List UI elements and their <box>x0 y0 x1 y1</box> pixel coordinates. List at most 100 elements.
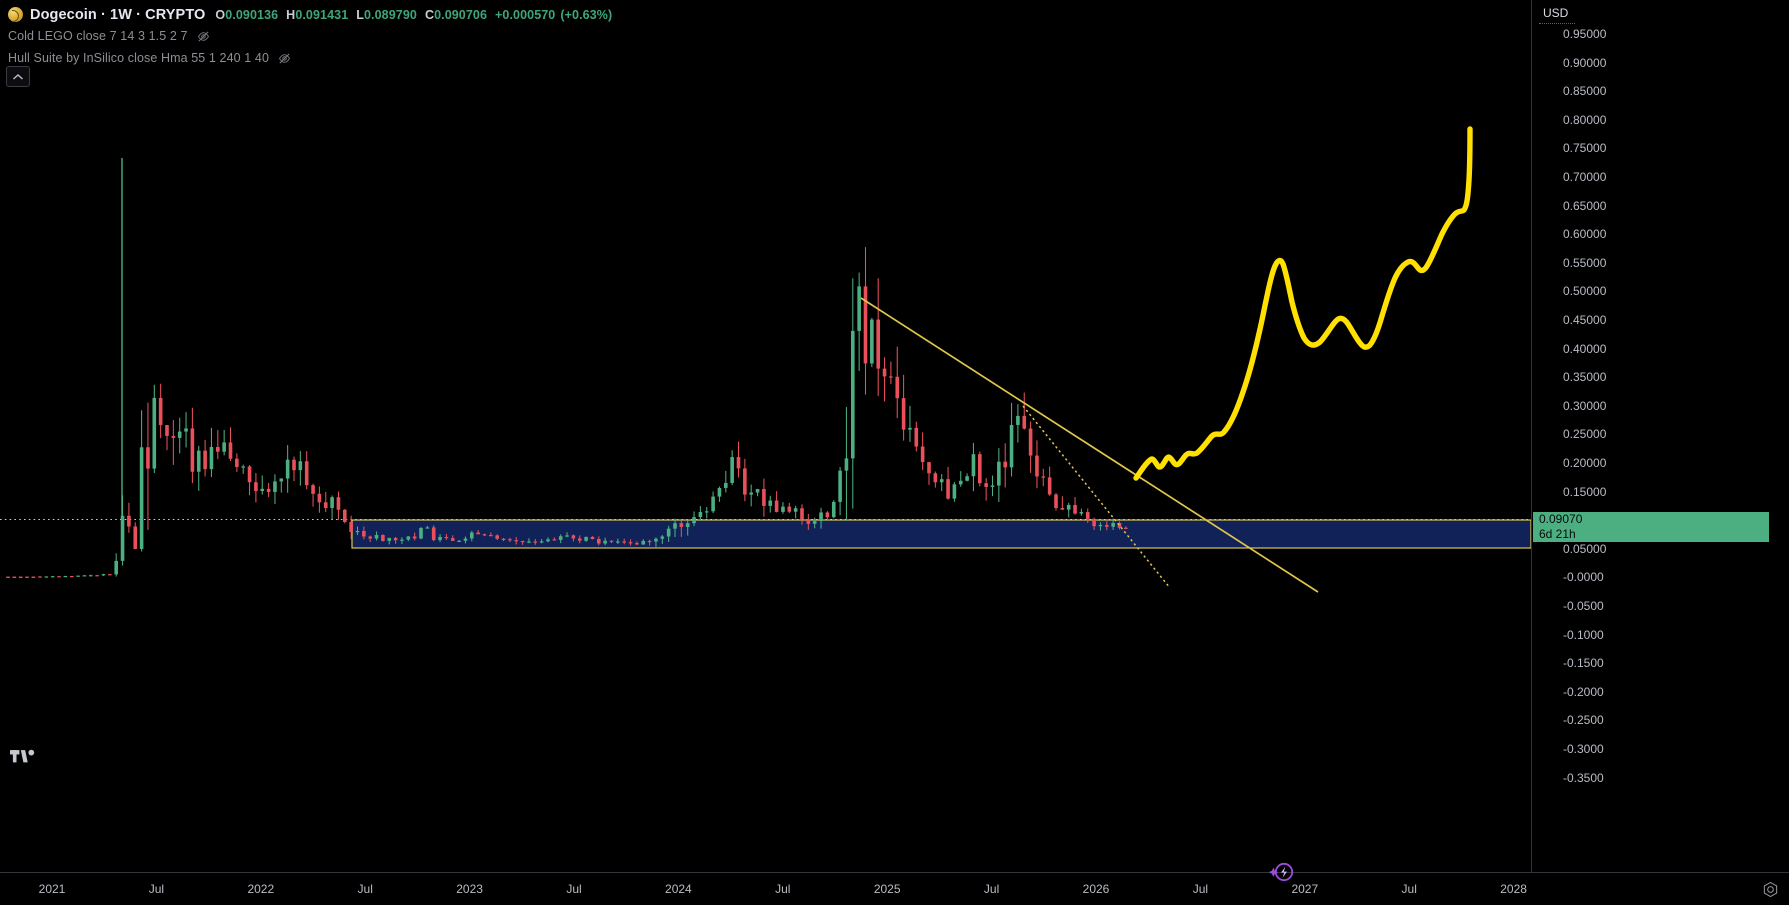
time-tick-label: 2021 <box>38 882 66 896</box>
candle-body <box>781 506 785 512</box>
candle-body <box>660 536 665 539</box>
descending-trendline[interactable] <box>860 297 1319 593</box>
symbol-title[interactable]: Dogecoin · 1W · CRYPTO <box>30 6 206 23</box>
candle-body <box>685 523 690 528</box>
chart-canvas[interactable] <box>0 0 1531 872</box>
candle-body <box>831 501 836 518</box>
gear-icon[interactable] <box>1762 881 1779 898</box>
candle-body <box>18 576 23 578</box>
price-tick-label: 0.60000 <box>1563 227 1607 242</box>
candle-body <box>216 446 220 452</box>
candle-body <box>882 368 887 377</box>
dotted-projection-line[interactable] <box>1022 405 1171 589</box>
indicator-row-hull-suite[interactable]: Hull Suite by InSilico close Hma 55 1 24… <box>8 47 612 69</box>
tradingview-logo[interactable] <box>10 742 36 764</box>
price-tick-label: 0.15000 <box>1563 484 1607 499</box>
candle-body <box>876 319 880 369</box>
legend-collapse-button[interactable] <box>6 66 30 87</box>
time-tick-label: 2026 <box>1082 882 1110 896</box>
candle-body <box>336 497 341 510</box>
candle-body <box>768 500 773 506</box>
candle-body <box>285 459 290 479</box>
candle-body <box>508 539 512 541</box>
candle-body <box>679 523 684 528</box>
price-tick-label: 0.80000 <box>1563 112 1607 127</box>
time-tick-label: Jul <box>357 882 373 896</box>
price-tick-label: 0.20000 <box>1563 456 1607 470</box>
candle-body <box>25 576 29 578</box>
candle-body <box>673 523 677 529</box>
price-tick-label: 0.45000 <box>1563 313 1607 327</box>
candle-body <box>165 425 169 436</box>
candle-body <box>171 435 176 438</box>
candle-body <box>1035 455 1039 477</box>
candle-body <box>374 534 379 539</box>
candle-body <box>1009 424 1014 468</box>
open-key: O <box>215 7 226 22</box>
change-absolute: +0.000570 <box>495 7 556 22</box>
candle-body <box>311 485 315 494</box>
candle-body <box>254 482 258 492</box>
eye-off-icon[interactable] <box>196 29 211 44</box>
candle-body <box>1124 527 1128 529</box>
price-tick-label: 0.65000 <box>1563 198 1607 213</box>
indicator-row-cold-lego[interactable]: Cold LEGO close 7 14 3 1.5 2 7 <box>8 25 612 47</box>
candle-body <box>470 532 474 539</box>
time-tick-label: Jul <box>983 882 1000 896</box>
candle-body <box>241 466 245 468</box>
candle-body <box>69 576 74 578</box>
candle-body <box>698 512 703 518</box>
candle-body <box>1028 428 1033 456</box>
candle-body <box>908 427 912 430</box>
candle-body <box>533 541 538 543</box>
candle-body <box>527 541 531 543</box>
candle-body <box>228 442 233 459</box>
candle-body <box>323 502 328 508</box>
candle-body <box>539 541 544 543</box>
ai-sparkle-lightning-icon[interactable] <box>1266 860 1296 886</box>
candle-body <box>863 286 868 364</box>
time-axis[interactable]: 2021 Jul 2022 Jul 2023 Jul 2024 Jul 2025 Jul 2026 J… <box>0 872 1789 905</box>
candle-body <box>292 459 296 471</box>
chart-legend: Dogecoin · 1W · CRYPTO O0.090136 H0.09143… <box>8 4 612 69</box>
candle-body <box>774 500 779 512</box>
price-tick-label: -0.1500 <box>1563 656 1604 671</box>
candle-body <box>203 450 207 470</box>
change-percent: (+0.63%) <box>560 7 613 22</box>
low-key: L <box>356 7 364 22</box>
eye-off-icon[interactable] <box>277 51 292 66</box>
candle-body <box>635 543 639 545</box>
chart-plot-area[interactable] <box>0 0 1531 872</box>
candle-body <box>57 576 61 578</box>
candle-body <box>641 540 646 545</box>
candle-body <box>431 527 436 541</box>
support-zone-box[interactable] <box>351 519 1531 549</box>
candle-body <box>616 541 620 543</box>
candle-body <box>362 530 366 537</box>
candle-body <box>279 478 284 482</box>
candle-body <box>489 535 493 537</box>
currency-badge[interactable]: USD <box>1539 4 1576 24</box>
price-tick-label: 0.40000 <box>1563 341 1607 356</box>
price-tick-label: 0.55000 <box>1563 255 1607 270</box>
candle-body <box>381 534 385 541</box>
ohlc-values: O0.090136 H0.091431 L0.089790 C0.090706 +0.0… <box>215 8 612 22</box>
price-tick-label: -0.2000 <box>1563 684 1604 699</box>
candle-body <box>476 532 480 535</box>
candle-body <box>120 515 125 561</box>
candle-body <box>546 539 550 542</box>
close-key: C <box>424 7 435 22</box>
price-axis[interactable]: USD 0.95000 0.90000 0.85000 0.80000 0.75000 0… <box>1531 0 1789 872</box>
candle-body <box>800 508 804 520</box>
candle-body <box>158 397 163 426</box>
candle-body <box>1066 504 1071 510</box>
candle-body <box>1060 508 1065 510</box>
candle-body <box>584 536 588 541</box>
current-price-label[interactable]: 0.09070 <box>1533 512 1769 527</box>
forecast-curve[interactable] <box>1133 126 1473 481</box>
symbol-legend-row[interactable]: Dogecoin · 1W · CRYPTO O0.090136 H0.09143… <box>8 4 612 25</box>
candle-body <box>914 427 919 447</box>
candle-body <box>266 488 271 492</box>
high-key: H <box>286 7 296 22</box>
candle-body <box>152 397 157 469</box>
